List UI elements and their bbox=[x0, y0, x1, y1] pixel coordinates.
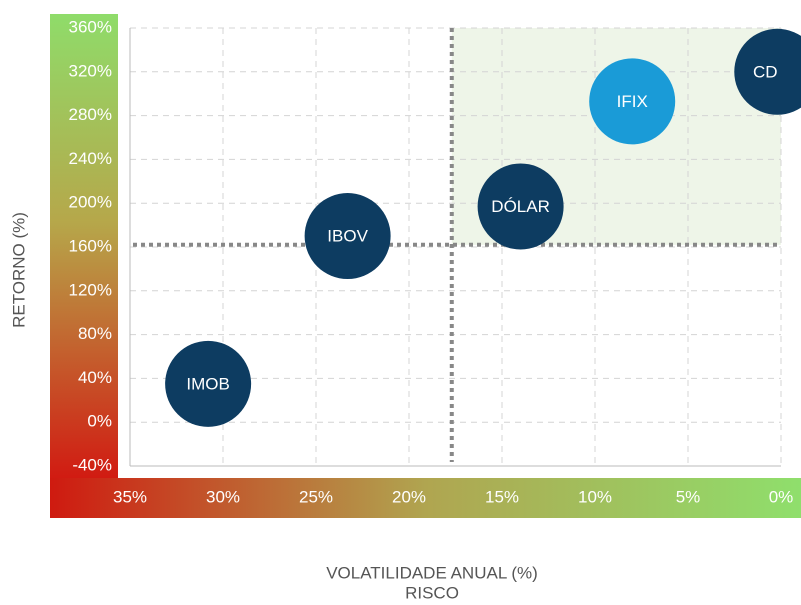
bubble bbox=[304, 193, 391, 280]
y-tick-label: 40% bbox=[78, 368, 112, 387]
y-tick-label: 320% bbox=[69, 61, 112, 80]
x-tick-label: 35% bbox=[113, 487, 147, 506]
x-axis-band bbox=[50, 478, 801, 518]
x-tick-label: 0% bbox=[769, 487, 794, 506]
y-tick-label: 240% bbox=[69, 149, 112, 168]
x-axis-label: RISCO bbox=[405, 583, 459, 602]
x-tick-label: 5% bbox=[676, 487, 701, 506]
y-tick-label: 160% bbox=[69, 236, 112, 255]
x-tick-label: 10% bbox=[578, 487, 612, 506]
bubble bbox=[165, 340, 252, 427]
bubble-label: IMOB bbox=[186, 374, 229, 393]
x-tick-label: 15% bbox=[485, 487, 519, 506]
y-axis-label: RETORNO (%) bbox=[9, 212, 28, 328]
y-tick-label: 80% bbox=[78, 324, 112, 343]
x-tick-label: 20% bbox=[392, 487, 426, 506]
y-tick-label: 120% bbox=[69, 280, 112, 299]
bubble-label: DÓLAR bbox=[491, 197, 550, 216]
x-tick-label: 30% bbox=[206, 487, 240, 506]
bubble-label: IBOV bbox=[327, 227, 368, 246]
y-tick-label: 200% bbox=[69, 193, 112, 212]
x-axis-label: VOLATILIDADE ANUAL (%) bbox=[326, 563, 538, 582]
y-tick-label: 280% bbox=[69, 105, 112, 124]
bubble bbox=[477, 163, 564, 250]
y-axis-band bbox=[50, 14, 118, 478]
bubble-label: CD bbox=[753, 62, 778, 81]
y-tick-label: -40% bbox=[72, 455, 112, 474]
x-tick-label: 25% bbox=[299, 487, 333, 506]
y-tick-label: 360% bbox=[69, 17, 112, 36]
y-tick-label: 0% bbox=[87, 412, 112, 431]
bubble bbox=[589, 58, 676, 145]
bubble-label: IFIX bbox=[617, 92, 648, 111]
bubble bbox=[734, 28, 801, 115]
